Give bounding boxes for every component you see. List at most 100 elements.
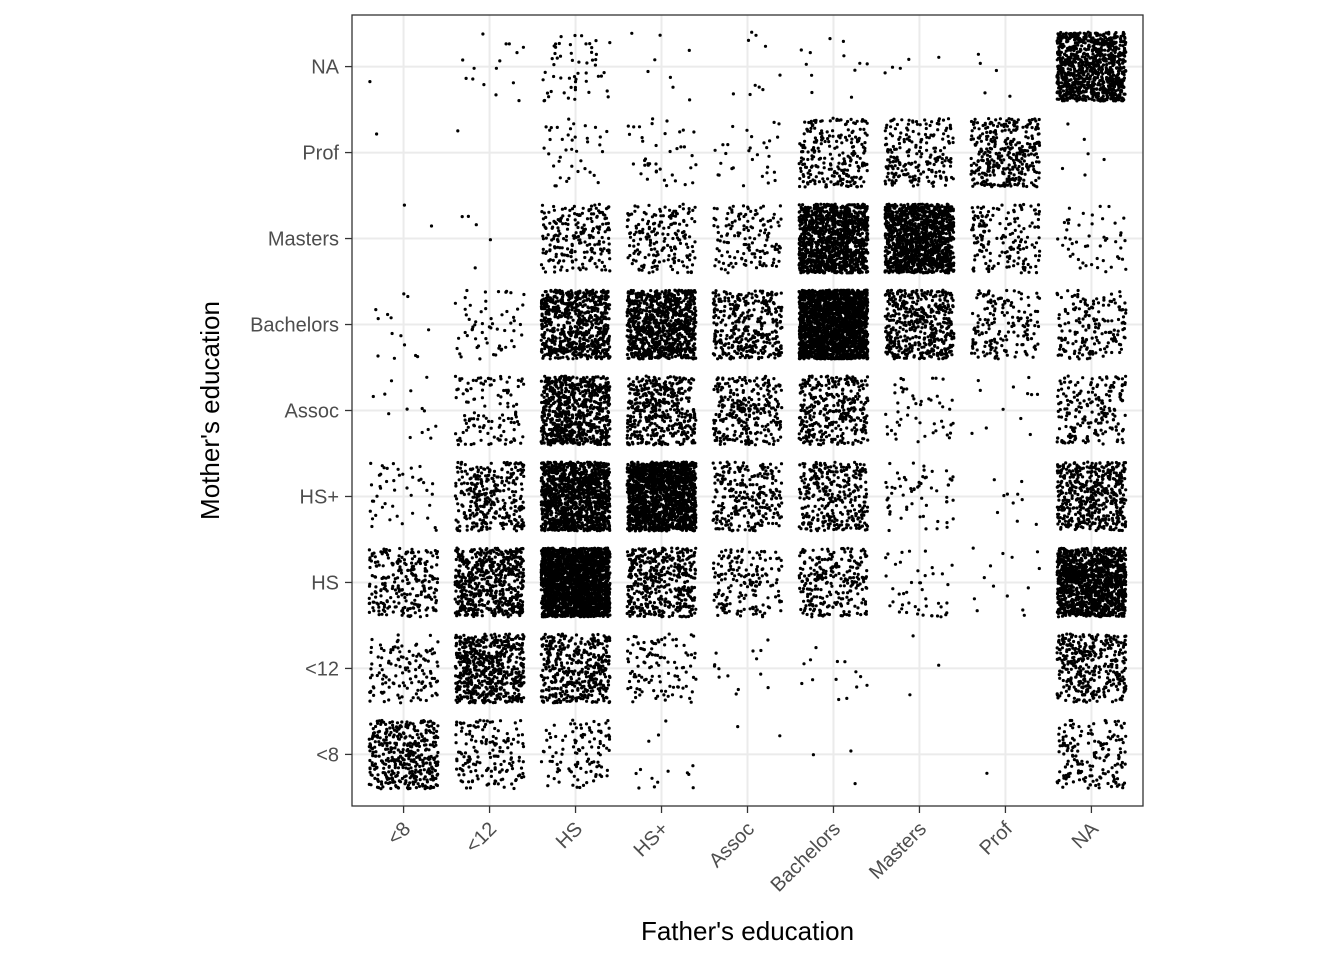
data-point bbox=[396, 735, 399, 738]
data-point bbox=[596, 761, 599, 764]
data-point bbox=[410, 758, 413, 761]
data-point bbox=[465, 742, 468, 745]
data-point bbox=[660, 656, 663, 659]
data-point bbox=[590, 637, 593, 640]
data-point bbox=[1084, 650, 1087, 653]
data-point bbox=[495, 685, 498, 688]
data-point bbox=[627, 660, 630, 663]
data-point bbox=[505, 613, 508, 616]
data-point bbox=[572, 653, 575, 656]
data-point bbox=[400, 609, 403, 612]
data-point bbox=[405, 723, 408, 726]
data-point bbox=[493, 755, 496, 758]
data-point bbox=[751, 649, 754, 652]
data-point bbox=[476, 551, 479, 554]
data-point bbox=[391, 587, 394, 590]
data-point bbox=[413, 728, 416, 731]
data-point bbox=[414, 578, 417, 581]
data-point bbox=[459, 672, 462, 675]
data-point bbox=[1103, 695, 1106, 698]
data-point bbox=[1098, 695, 1101, 698]
data-point bbox=[1071, 726, 1074, 729]
data-point bbox=[1075, 759, 1078, 762]
data-point bbox=[397, 646, 400, 649]
data-point bbox=[1087, 787, 1090, 790]
data-point bbox=[553, 687, 556, 690]
data-point bbox=[1091, 636, 1094, 639]
data-point bbox=[433, 736, 436, 739]
data-point bbox=[408, 581, 411, 584]
data-point bbox=[554, 680, 557, 683]
data-point bbox=[1105, 682, 1108, 685]
data-point bbox=[507, 700, 510, 703]
data-point bbox=[638, 688, 641, 691]
data-point bbox=[378, 564, 381, 567]
data-point bbox=[478, 603, 481, 606]
data-point bbox=[521, 642, 524, 645]
data-point bbox=[480, 567, 483, 570]
data-point bbox=[507, 562, 510, 565]
data-point bbox=[488, 656, 491, 659]
data-point bbox=[494, 779, 497, 782]
data-point bbox=[474, 740, 477, 743]
data-point bbox=[1109, 669, 1112, 672]
data-point bbox=[1124, 750, 1127, 753]
data-point bbox=[548, 732, 551, 735]
data-point bbox=[387, 556, 390, 559]
data-point bbox=[413, 602, 416, 605]
data-point bbox=[476, 673, 479, 676]
data-point bbox=[1072, 723, 1075, 726]
data-point bbox=[478, 761, 481, 764]
data-point bbox=[685, 671, 688, 674]
data-point bbox=[397, 595, 400, 598]
data-point bbox=[835, 678, 838, 681]
data-point bbox=[507, 660, 510, 663]
data-point bbox=[516, 667, 519, 670]
data-point bbox=[551, 755, 554, 758]
data-point bbox=[471, 556, 474, 559]
data-point bbox=[467, 780, 470, 783]
data-point bbox=[590, 761, 593, 764]
data-point bbox=[588, 726, 591, 729]
data-point bbox=[1076, 750, 1079, 753]
data-point bbox=[643, 648, 646, 651]
data-point bbox=[589, 664, 592, 667]
data-point bbox=[381, 583, 384, 586]
data-point bbox=[563, 698, 566, 701]
data-point bbox=[474, 763, 477, 766]
data-point bbox=[384, 748, 387, 751]
data-point bbox=[500, 551, 503, 554]
data-point bbox=[400, 556, 403, 559]
data-point bbox=[639, 768, 642, 771]
data-point bbox=[421, 680, 424, 683]
data-point bbox=[376, 560, 379, 563]
data-point bbox=[401, 766, 404, 769]
data-point bbox=[1111, 735, 1114, 738]
data-point bbox=[582, 690, 585, 693]
data-point bbox=[546, 784, 549, 787]
data-point bbox=[488, 666, 491, 669]
data-point bbox=[435, 730, 438, 733]
data-point bbox=[566, 673, 569, 676]
data-point bbox=[497, 729, 500, 732]
data-point bbox=[571, 695, 574, 698]
data-point bbox=[374, 755, 377, 758]
data-point bbox=[515, 656, 518, 659]
data-point bbox=[800, 682, 803, 685]
data-point bbox=[424, 574, 427, 577]
data-point bbox=[408, 661, 411, 664]
data-point bbox=[368, 566, 371, 569]
data-point bbox=[502, 559, 505, 562]
data-point bbox=[511, 611, 514, 614]
data-point bbox=[606, 774, 609, 777]
data-point bbox=[504, 597, 507, 600]
data-point bbox=[631, 643, 634, 646]
data-point bbox=[382, 602, 385, 605]
data-point bbox=[503, 580, 506, 583]
data-point bbox=[517, 643, 520, 646]
data-point bbox=[458, 680, 461, 683]
data-point bbox=[490, 681, 493, 684]
data-point bbox=[585, 771, 588, 774]
data-point bbox=[635, 687, 638, 690]
data-point bbox=[425, 699, 428, 702]
